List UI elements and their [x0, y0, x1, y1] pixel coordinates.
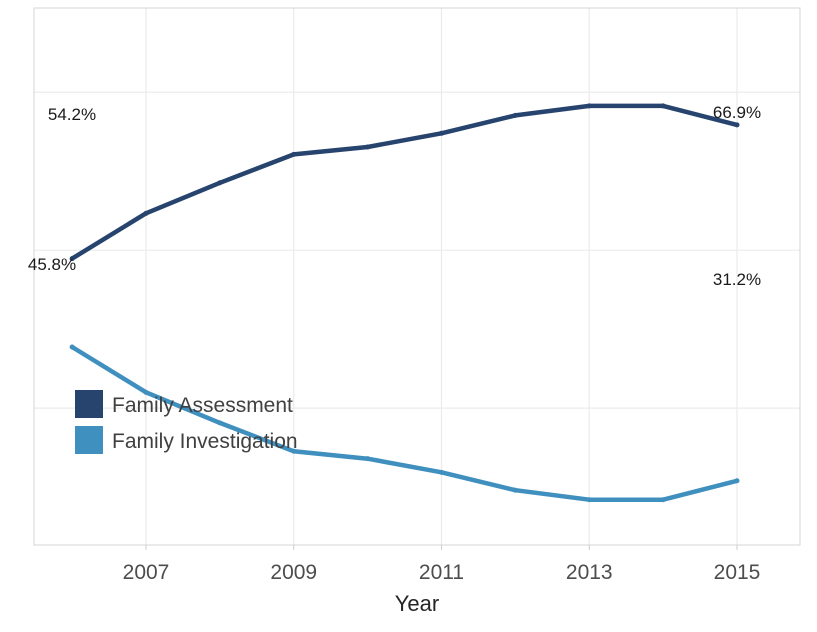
- data-point: [143, 210, 149, 216]
- data-label: 66.9%: [713, 103, 761, 122]
- data-point: [365, 456, 371, 462]
- data-label: 54.2%: [48, 105, 96, 124]
- series-layer: [69, 103, 740, 503]
- x-axis-title: Year: [395, 591, 439, 616]
- data-point: [660, 497, 666, 503]
- legend-swatch: [75, 426, 103, 454]
- data-point: [217, 420, 223, 426]
- data-point: [69, 344, 75, 350]
- x-tick-label: 2015: [714, 561, 761, 584]
- data-point: [291, 448, 297, 454]
- data-label: 31.2%: [713, 270, 761, 289]
- data-point: [439, 469, 444, 475]
- x-tick-label: 2011: [419, 561, 464, 584]
- legend-label: Family Investigation: [112, 430, 298, 453]
- data-point: [512, 487, 518, 493]
- legend: Family Assessment Family Investigation: [75, 390, 298, 454]
- panel-border: [33, 7, 801, 546]
- data-point: [586, 103, 592, 109]
- series-line-family-investigation: [69, 344, 740, 502]
- data-point: [217, 180, 223, 186]
- series-line-family-assessment: [69, 103, 740, 261]
- data-point: [439, 130, 444, 136]
- legend-label: Family Assessment: [112, 394, 293, 417]
- data-label: 45.8%: [28, 255, 76, 274]
- x-tick-label: 2009: [270, 561, 317, 584]
- data-point: [291, 151, 297, 157]
- data-point: [69, 256, 75, 262]
- data-point: [660, 103, 666, 109]
- grid: [34, 8, 800, 545]
- data-point: [365, 144, 371, 150]
- data-label-layer: 54.2% 66.9% 45.8% 31.2%: [28, 103, 761, 289]
- x-tick-label: 2007: [123, 561, 170, 584]
- data-point: [586, 497, 592, 503]
- data-point: [734, 478, 740, 484]
- x-tick-layer: 2007 2009 2011 2013 2015: [123, 545, 761, 584]
- x-tick-label: 2013: [566, 561, 613, 584]
- legend-swatch: [75, 390, 103, 418]
- data-point: [512, 112, 518, 118]
- data-point: [143, 389, 149, 395]
- data-point: [734, 122, 740, 128]
